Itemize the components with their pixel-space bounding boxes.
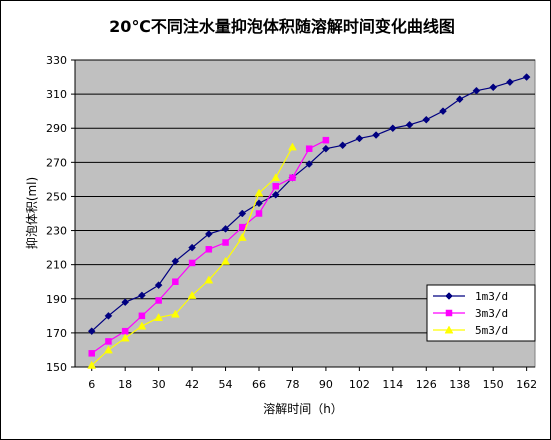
x-axis-ticks: 6 18 30 42 54 66 78 90 102 114 126 138 150 162: [88, 367, 537, 391]
data-point: [305, 145, 313, 152]
data-point: [155, 297, 162, 304]
data-point: [305, 160, 314, 168]
data-point: [154, 281, 163, 289]
y-axis-ticks: 150 170 190 210 230 250 270 290 310 330: [46, 54, 75, 374]
x-tick-label: 90: [319, 378, 333, 391]
data-point: [154, 313, 164, 321]
y-tick-label: 150: [46, 361, 67, 374]
data-point: [87, 327, 96, 336]
legend: 1m3/d 3m3/d 5m3/d: [426, 284, 536, 342]
data-point: [455, 95, 464, 104]
legend-swatch-marker: [445, 309, 453, 317]
data-point: [121, 298, 130, 307]
x-tick-label: 150: [483, 378, 504, 391]
y-tick-label: 170: [46, 327, 67, 340]
data-point: [422, 115, 431, 124]
y-tick-label: 290: [46, 122, 67, 135]
series-3: [87, 142, 297, 369]
data-point: [104, 345, 113, 354]
chart-title: 20℃不同注水量抑泡体积随溶解时间变化曲线图: [109, 17, 455, 36]
data-point: [237, 232, 247, 241]
data-point: [254, 188, 264, 197]
data-point: [489, 83, 498, 92]
data-point: [105, 338, 112, 345]
data-point: [272, 182, 279, 190]
x-tick-label: 18: [118, 378, 132, 391]
data-point: [506, 78, 514, 87]
data-point: [289, 174, 296, 181]
data-point: [171, 257, 180, 266]
axes: [74, 60, 535, 368]
x-tick-label: 138: [449, 378, 470, 391]
x-tick-label: 54: [219, 378, 233, 391]
legend-swatch-marker: [444, 325, 454, 334]
data-point: [138, 312, 146, 320]
data-point: [88, 350, 95, 357]
data-point: [439, 107, 447, 116]
data-point: [255, 210, 263, 217]
data-point: [170, 309, 180, 318]
data-point: [271, 190, 280, 199]
x-tick-label: 6: [88, 378, 95, 391]
y-axis-title: 抑泡体积(ml): [24, 177, 39, 249]
x-tick-label: 126: [416, 378, 437, 391]
y-tick-label: 310: [46, 88, 67, 101]
data-point: [188, 243, 196, 252]
x-tick-label: 42: [185, 378, 199, 391]
series-1: [87, 73, 531, 336]
data-point: [239, 223, 246, 231]
x-axis-title: 溶解时间（h）: [263, 401, 343, 416]
data-point: [355, 134, 364, 143]
x-tick-label: 78: [285, 378, 299, 391]
data-point: [87, 360, 97, 369]
y-tick-label: 270: [46, 156, 67, 169]
data-point: [222, 239, 229, 246]
grid-lines: [75, 59, 535, 334]
data-point: [188, 259, 196, 267]
data-point: [221, 224, 230, 233]
y-tick-label: 330: [46, 54, 67, 67]
data-point: [187, 290, 197, 299]
data-point: [271, 173, 281, 182]
series-layer: [87, 73, 531, 369]
legend-swatch-marker: [445, 292, 453, 300]
data-point: [405, 120, 414, 129]
data-point: [172, 278, 179, 285]
legend-label: 1m3/d: [475, 290, 508, 303]
data-point: [338, 141, 347, 150]
y-tick-label: 230: [46, 225, 67, 238]
y-tick-label: 190: [46, 293, 67, 306]
data-point: [204, 230, 213, 238]
legend-label: 5m3/d: [475, 324, 508, 337]
x-tick-label: 66: [252, 378, 266, 391]
data-point: [522, 73, 531, 81]
data-point: [204, 275, 214, 284]
data-point: [255, 199, 263, 208]
y-tick-label: 210: [46, 259, 67, 272]
series-2: [88, 136, 330, 357]
legend-label: 3m3/d: [475, 307, 508, 320]
data-point: [137, 321, 147, 330]
x-tick-label: 102: [349, 378, 370, 391]
data-point: [205, 246, 213, 253]
x-tick-label: 30: [152, 378, 166, 391]
data-point: [472, 86, 481, 95]
data-point: [104, 311, 113, 320]
y-tick-label: 250: [46, 190, 67, 203]
data-point: [238, 209, 247, 218]
data-point: [288, 142, 297, 151]
data-point: [138, 291, 146, 300]
data-point: [388, 124, 397, 133]
data-point: [322, 144, 330, 153]
x-tick-label: 114: [382, 378, 403, 391]
data-point: [322, 136, 330, 144]
data-point: [120, 333, 130, 342]
x-tick-label: 162: [516, 378, 537, 391]
data-point: [121, 327, 129, 335]
data-point: [221, 256, 230, 265]
data-point: [372, 131, 380, 139]
